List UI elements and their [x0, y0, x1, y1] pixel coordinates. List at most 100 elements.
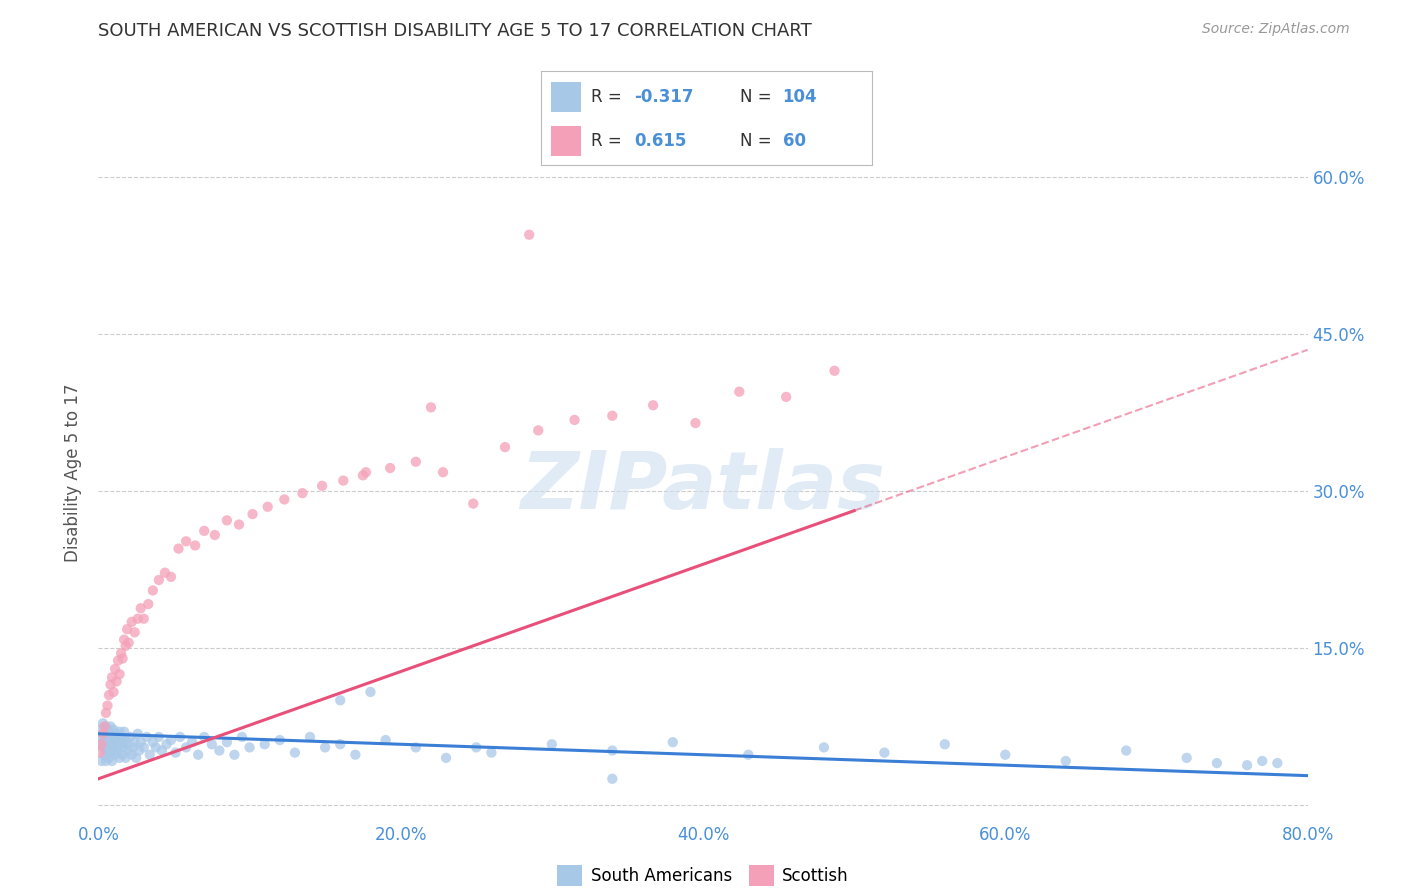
Point [118, 743, 141, 757]
Point [352, 468, 374, 483]
Point [873, 746, 896, 760]
Point [148, 573, 170, 587]
Point [103, 685, 125, 699]
Point [201, 737, 224, 751]
Point [90, 730, 112, 744]
Point [128, 743, 150, 757]
Point [107, 654, 129, 668]
Point [193, 524, 215, 538]
Point [527, 423, 550, 437]
Point [1251, 754, 1274, 768]
Point [104, 730, 127, 744]
Point [96, 746, 118, 760]
Point [91, 740, 114, 755]
Point [107, 733, 129, 747]
Point [1236, 758, 1258, 772]
Point [103, 733, 125, 747]
Point [284, 746, 307, 760]
Point [90, 754, 112, 768]
Point [187, 747, 209, 762]
Point [813, 740, 835, 755]
Point [602, 409, 624, 423]
Point [643, 398, 665, 412]
Point [517, 227, 540, 242]
Point [110, 737, 132, 751]
Point [174, 740, 197, 755]
Point [685, 416, 707, 430]
Point [160, 570, 183, 584]
Point [105, 727, 128, 741]
Point [481, 746, 503, 760]
Point [108, 751, 131, 765]
Point [332, 474, 354, 488]
Point [662, 735, 685, 749]
Point [193, 730, 215, 744]
Point [420, 401, 443, 415]
Point [120, 730, 142, 744]
Point [98, 727, 121, 741]
Point [127, 727, 149, 741]
Point [165, 746, 187, 760]
Point [118, 636, 141, 650]
Point [256, 500, 278, 514]
Text: 104: 104 [783, 87, 817, 105]
Point [105, 674, 128, 689]
Point [132, 612, 155, 626]
Point [994, 747, 1017, 762]
Point [142, 583, 165, 598]
Text: -0.317: -0.317 [634, 87, 693, 105]
Y-axis label: Disability Age 5 to 17: Disability Age 5 to 17 [65, 384, 83, 562]
Point [155, 737, 177, 751]
Point [311, 479, 333, 493]
Point [299, 730, 322, 744]
Point [110, 730, 132, 744]
Point [434, 751, 457, 765]
Point [135, 730, 157, 744]
Point [150, 743, 173, 757]
Point [114, 639, 136, 653]
Point [269, 733, 291, 747]
Point [824, 364, 846, 378]
Point [374, 733, 396, 747]
Point [239, 740, 262, 755]
Point [354, 465, 377, 479]
Text: 60: 60 [783, 132, 806, 150]
Text: N =: N = [740, 132, 776, 150]
Point [94, 706, 117, 720]
Text: R =: R = [591, 132, 627, 150]
Text: N =: N = [740, 87, 776, 105]
Point [91, 727, 114, 741]
Text: R =: R = [591, 87, 627, 105]
Point [96, 723, 118, 737]
Point [89, 746, 111, 760]
Legend: South Americans, Scottish: South Americans, Scottish [551, 859, 855, 892]
Text: SOUTH AMERICAN VS SCOTTISH DISABILITY AGE 5 TO 17 CORRELATION CHART: SOUTH AMERICAN VS SCOTTISH DISABILITY AG… [98, 22, 813, 40]
Point [136, 597, 159, 611]
Point [111, 735, 134, 749]
Point [89, 737, 111, 751]
Point [100, 746, 122, 760]
Point [98, 688, 121, 702]
Point [139, 747, 162, 762]
Point [463, 497, 485, 511]
Point [215, 735, 238, 749]
Point [111, 651, 134, 665]
Point [108, 724, 131, 739]
Point [934, 737, 956, 751]
Point [142, 735, 165, 749]
Point [1175, 751, 1198, 765]
Point [94, 754, 117, 768]
Point [122, 740, 145, 755]
Bar [551, 126, 581, 156]
Point [465, 740, 488, 755]
Point [94, 719, 117, 733]
Point [129, 601, 152, 615]
Point [405, 740, 427, 755]
Point [100, 678, 122, 692]
Point [148, 730, 170, 744]
Bar [551, 82, 581, 112]
Point [101, 754, 124, 768]
Point [112, 632, 135, 647]
Point [228, 517, 250, 532]
Point [253, 737, 276, 751]
